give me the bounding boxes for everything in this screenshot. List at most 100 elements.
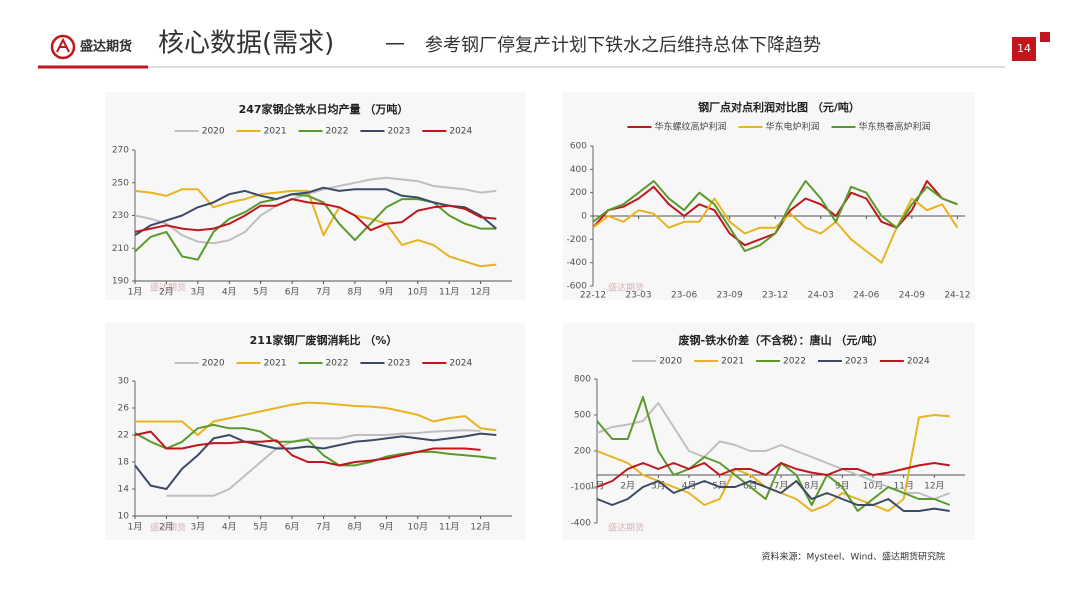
legend: 2020 2021 2022 2023 2024: [632, 357, 930, 367]
slide-title: 核心数据(需求): [158, 29, 334, 59]
y-tick-label: 800: [574, 375, 591, 385]
series-line: [134, 430, 481, 467]
legend: 2020 2021 2022 2023 2024: [174, 127, 473, 137]
series-line: [166, 429, 481, 497]
legend-label: 2023: [387, 359, 410, 369]
y-tick-label: 18: [118, 458, 130, 468]
y-tick-label: 600: [570, 142, 587, 152]
x-tick-label: 11月: [439, 522, 459, 533]
y-tick-label: -400: [567, 258, 588, 268]
series-line: [596, 462, 950, 488]
y-tick-label: 0: [581, 212, 587, 222]
x-tick-label: 9月: [379, 287, 394, 298]
x-tick-label: 12月: [470, 522, 490, 533]
series-line: [134, 186, 497, 237]
y-tick-label: 500: [574, 411, 591, 421]
chart-title: 废钢-铁水价差（不含税）：唐山 （元/吨）: [679, 333, 884, 347]
legend-label: 2024: [449, 359, 472, 369]
series-line: [592, 180, 958, 252]
chart-title: 247家钢企铁水日均产量 （万吨）: [239, 102, 409, 116]
x-tick-label: 23-09: [717, 291, 743, 301]
y-tick-label: 190: [112, 277, 129, 287]
x-tick-label: 24-06: [853, 291, 879, 301]
logo: 盛达期货: [50, 34, 132, 60]
x-tick-label: 11月: [893, 481, 913, 492]
x-tick-label: 3月: [190, 287, 205, 298]
legend-label: 2022: [326, 127, 349, 137]
legend: 2020 2021 2022 2023 2024: [174, 359, 473, 369]
corner-square: [1040, 32, 1050, 42]
x-tick-label: 12月: [924, 481, 944, 492]
chart: 钢厂点对点利润对比图 （元/吨） 盛达期货 华东螺纹高炉利润 华东电炉利润 华东热卷高炉…: [563, 92, 975, 301]
series-line: [596, 396, 951, 512]
y-tick-label: 250: [112, 178, 129, 188]
x-tick-label: 2月: [159, 522, 174, 533]
legend-label: 2020: [202, 359, 225, 369]
legend-label: 2024: [449, 127, 472, 137]
y-tick-label: -200: [567, 235, 588, 245]
x-tick-label: 10月: [408, 522, 428, 533]
y-tick-label: 400: [570, 165, 587, 175]
x-tick-label: 23-03: [625, 291, 651, 301]
x-tick-label: 2月: [620, 481, 635, 492]
x-tick-label: 2月: [159, 287, 174, 298]
legend-label: 2023: [387, 127, 410, 137]
chart-panel: [105, 92, 525, 300]
legend-label: 2024: [907, 357, 930, 367]
y-tick-label: 26: [118, 404, 130, 414]
x-tick-label: 7月: [316, 287, 331, 298]
y-tick-label: 210: [112, 244, 129, 254]
x-tick-label: 10月: [408, 287, 428, 298]
x-tick-label: 5月: [253, 522, 268, 533]
series-line: [134, 198, 497, 233]
y-tick-label: 200: [574, 447, 591, 457]
chart-title: 211家钢厂废钢消耗比 （%）: [250, 333, 398, 347]
logo-mark: [56, 37, 70, 53]
watermark: 盛达期货: [150, 522, 186, 534]
x-tick-label: 9月: [379, 522, 394, 533]
y-tick-label: 230: [112, 211, 129, 221]
page-number: 14: [1017, 42, 1031, 55]
x-tick-label: 7月: [774, 481, 789, 492]
series-line: [134, 176, 497, 245]
x-tick-label: 24-09: [899, 291, 925, 301]
y-tick-label: 30: [118, 377, 130, 387]
legend-label: 华东热卷高炉利润: [859, 121, 931, 133]
y-tick-label: 10: [118, 512, 130, 522]
chart-panel: [563, 323, 975, 540]
y-tick-label: -400: [571, 519, 592, 529]
x-tick-label: 7月: [316, 522, 331, 533]
legend-label: 2022: [326, 359, 349, 369]
legend-label: 2021: [264, 359, 287, 369]
y-tick-label: 22: [118, 431, 129, 441]
y-tick-label: -600: [567, 282, 588, 292]
chart: 211家钢厂废钢消耗比 （%） 盛达期货 2020 2021 2022 2023 2024 1…: [105, 323, 525, 540]
x-tick-label: 24-03: [808, 291, 834, 301]
legend: 华东螺纹高炉利润 华东电炉利润 华东热卷高炉利润: [627, 121, 931, 133]
chart-panel: [105, 323, 525, 540]
x-tick-label: 4月: [222, 287, 237, 298]
page-badge: [1012, 37, 1036, 61]
x-tick-label: 23-06: [671, 291, 697, 301]
x-tick-label: 5月: [253, 287, 268, 298]
legend-label: 华东螺纹高炉利润: [654, 121, 726, 133]
legend-label: 2022: [783, 357, 806, 367]
watermark: 盛达期货: [608, 282, 644, 294]
y-tick-label: 14: [118, 485, 130, 495]
series-line: [596, 480, 950, 512]
x-tick-label: 8月: [348, 287, 363, 298]
slide-subtitle: 参考钢厂停复产计划下铁水之后维持总体下降趋势: [425, 35, 821, 56]
x-tick-label: 12月: [470, 287, 490, 298]
chart-title: 钢厂点对点利润对比图 （元/吨）: [698, 100, 860, 114]
x-tick-label: 10月: [863, 481, 883, 492]
y-tick-label: -100: [571, 483, 592, 493]
y-tick-label: 270: [112, 146, 129, 156]
series-line: [134, 432, 497, 490]
x-tick-label: 6月: [285, 287, 300, 298]
x-tick-label: 1月: [128, 287, 143, 298]
legend-label: 华东电炉利润: [765, 121, 819, 133]
y-tick-label: 200: [570, 188, 587, 198]
